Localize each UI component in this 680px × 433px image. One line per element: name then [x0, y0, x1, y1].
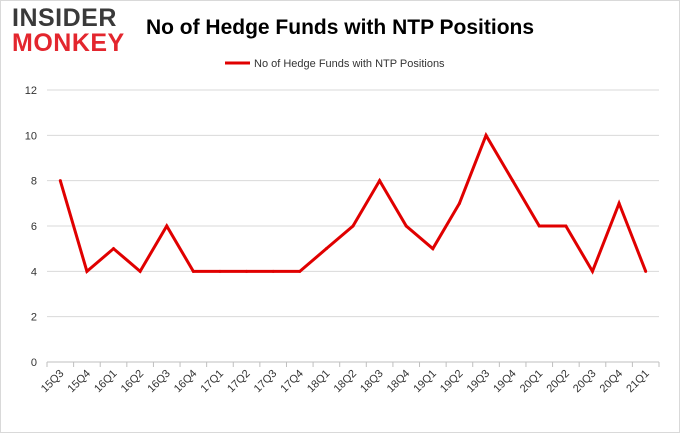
x-tick-label: 19Q4 — [491, 368, 519, 396]
data-point-17Q3 — [271, 269, 275, 273]
x-tick-label: 17Q3 — [252, 368, 280, 396]
x-tick-label: 20Q2 — [544, 368, 572, 396]
data-point-19Q1 — [431, 247, 435, 251]
data-point-16Q4 — [191, 269, 195, 273]
x-tick-label: 20Q3 — [571, 368, 599, 396]
x-tick-label: 20Q1 — [518, 368, 546, 396]
x-tick-label: 17Q4 — [278, 368, 306, 396]
data-point-15Q3 — [58, 179, 62, 183]
data-point-18Q2 — [351, 224, 355, 228]
x-tick-label: 19Q1 — [411, 368, 439, 396]
data-point-16Q1 — [112, 247, 116, 251]
data-point-20Q2 — [564, 224, 568, 228]
x-tick-label: 18Q4 — [385, 368, 413, 396]
chart-title: No of Hedge Funds with NTP Positions — [145, 16, 535, 39]
x-tick-label: 19Q2 — [438, 368, 466, 396]
y-tick-label: 6 — [31, 221, 37, 233]
logo-text-monkey: MONKEY — [12, 29, 125, 57]
data-point-19Q2 — [457, 201, 461, 205]
data-point-17Q1 — [218, 269, 222, 273]
data-point-20Q3 — [590, 269, 594, 273]
data-point-20Q1 — [537, 224, 541, 228]
x-tick-label: 16Q3 — [145, 368, 173, 396]
logo-text-insider: INSIDER — [12, 4, 117, 32]
x-tick-label: 17Q2 — [225, 368, 253, 396]
data-point-19Q3 — [484, 133, 488, 137]
data-point-16Q2 — [138, 269, 142, 273]
x-tick-label: 15Q4 — [66, 368, 94, 396]
x-tick-label: 21Q1 — [624, 368, 652, 396]
y-tick-label: 8 — [31, 176, 37, 188]
y-tick-label: 10 — [25, 130, 37, 142]
y-tick-label: 0 — [31, 357, 37, 369]
data-point-17Q2 — [245, 269, 249, 273]
data-point-15Q4 — [85, 269, 89, 273]
insider-monkey-logo: INSIDER MONKEY — [12, 6, 128, 56]
x-tick-label: 16Q1 — [92, 368, 120, 396]
x-tick-label: 18Q2 — [332, 368, 360, 396]
x-tick-label: 15Q3 — [39, 368, 67, 396]
data-point-21Q1 — [644, 269, 648, 273]
x-tick-label: 16Q4 — [172, 368, 200, 396]
legend: No of Hedge Funds with NTP Positions — [225, 58, 445, 70]
y-tick-label: 2 — [31, 312, 37, 324]
y-tick-label: 4 — [31, 266, 37, 278]
x-tick-label: 18Q1 — [305, 368, 333, 396]
y-tick-label: 12 — [25, 85, 37, 97]
x-tick-label: 17Q1 — [199, 368, 227, 396]
x-tick-label: 19Q3 — [465, 368, 493, 396]
data-point-20Q4 — [617, 201, 621, 205]
x-tick-label: 20Q4 — [598, 368, 626, 396]
series-line — [58, 131, 648, 275]
data-point-18Q3 — [378, 179, 382, 183]
data-point-17Q4 — [298, 269, 302, 273]
data-point-16Q3 — [165, 224, 169, 228]
x-tick-label: 16Q2 — [119, 368, 147, 396]
data-point-19Q4 — [511, 179, 515, 183]
legend-label: No of Hedge Funds with NTP Positions — [254, 58, 445, 70]
data-point-18Q1 — [324, 247, 328, 251]
data-point-18Q4 — [404, 224, 408, 228]
x-tick-label: 18Q3 — [358, 368, 386, 396]
